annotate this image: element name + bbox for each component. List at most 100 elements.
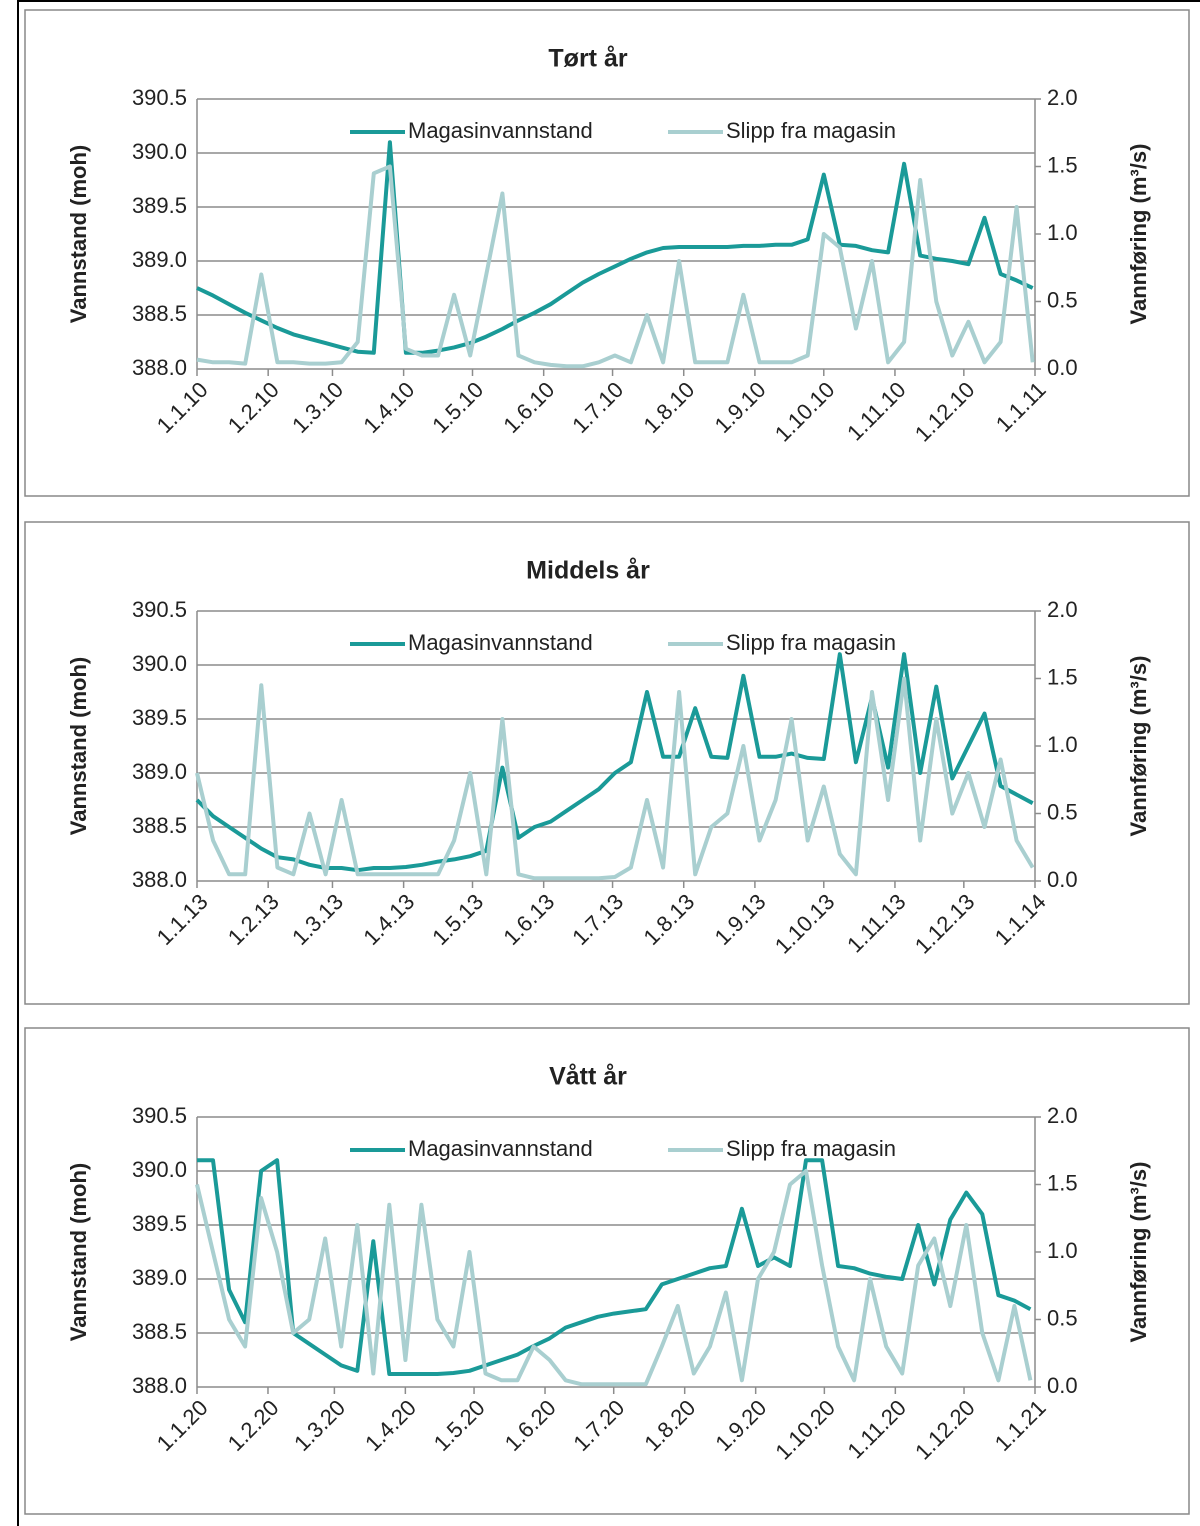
x-tick-label: 1.12.20 xyxy=(910,1395,980,1465)
x-tick-label: 1.8.20 xyxy=(639,1395,700,1456)
x-tick-label: 1.11.20 xyxy=(843,1395,911,1463)
y2-tick-label: 2.0 xyxy=(1047,597,1078,622)
y2-tick-label: 0.0 xyxy=(1047,867,1078,892)
x-tick-label: 1.6.20 xyxy=(500,1395,561,1456)
x-tick-label: 1.7.20 xyxy=(568,1395,629,1456)
y-tick-label: 389.0 xyxy=(132,247,187,272)
y2-tick-label: 2.0 xyxy=(1047,1103,1078,1128)
panel-border xyxy=(24,521,1190,1005)
x-tick-label: 1.6.10 xyxy=(498,377,559,438)
x-tick-label: 1.3.10 xyxy=(287,377,348,438)
x-tick-label: 1.5.13 xyxy=(427,889,488,950)
y-tick-label: 389.5 xyxy=(132,1211,187,1236)
y2-axis-label: Vannføring (m³/s) xyxy=(1126,1162,1151,1343)
chart-panel: Vått år 388.0 388.5 389.0 389.5 390.0 390.5 0.0… xyxy=(24,1027,1190,1515)
x-tick-label: 1.1.14 xyxy=(990,889,1051,950)
series-line xyxy=(195,1169,1033,1387)
y-tick-label: 390.0 xyxy=(132,651,187,676)
series-line xyxy=(195,676,1035,881)
y-tick-label: 389.0 xyxy=(132,759,187,784)
y2-axis-label: Vannføring (m³/s) xyxy=(1126,144,1151,325)
y2-tick-label: 1.5 xyxy=(1047,664,1078,689)
series-line xyxy=(196,140,1034,355)
y-tick-label: 388.5 xyxy=(132,1319,187,1344)
x-tick-label: 1.5.20 xyxy=(429,1395,490,1456)
x-tick-label: 1.5.10 xyxy=(427,377,488,438)
series-line xyxy=(196,164,1035,369)
x-tick-label: 1.10.20 xyxy=(770,1395,840,1465)
x-tick-label: 1.9.10 xyxy=(710,377,771,438)
series-line xyxy=(197,1158,1032,1376)
x-tick-label: 1.2.10 xyxy=(223,377,284,438)
x-tick-label: 1.8.13 xyxy=(638,889,699,950)
x-tick-label: 1.7.10 xyxy=(567,377,628,438)
chart-panel: Middels år 388.0 388.5 389.0 389.5 390.0 390.5… xyxy=(24,521,1190,1005)
legend-label: Magasinvannstand xyxy=(408,118,593,143)
legend-label: Magasinvannstand xyxy=(408,1136,593,1161)
y-tick-label: 390.0 xyxy=(132,1157,187,1182)
y2-tick-label: 2.0 xyxy=(1047,85,1078,110)
x-tick-label: 1.11.13 xyxy=(842,889,910,957)
y-tick-label: 390.5 xyxy=(132,85,187,110)
y-tick-label: 390.0 xyxy=(132,139,187,164)
x-tick-label: 1.6.13 xyxy=(498,889,559,950)
y2-tick-label: 1.5 xyxy=(1047,1170,1078,1195)
x-tick-label: 1.2.20 xyxy=(223,1395,284,1456)
y-axis-label: Vannstand (moh) xyxy=(66,657,91,835)
x-tick-label: 1.9.20 xyxy=(710,1395,771,1456)
x-tick-label: 1.1.11 xyxy=(991,377,1051,437)
y-tick-label: 388.5 xyxy=(132,813,187,838)
x-tick-label: 1.10.10 xyxy=(770,377,840,447)
x-tick-label: 1.7.13 xyxy=(567,889,628,950)
y-tick-label: 388.5 xyxy=(132,301,187,326)
x-tick-label: 1.3.13 xyxy=(287,889,348,950)
x-tick-label: 1.3.20 xyxy=(289,1395,350,1456)
y-tick-label: 388.0 xyxy=(132,867,187,892)
panel-border xyxy=(24,1027,1190,1515)
y2-tick-label: 0.0 xyxy=(1047,1373,1078,1398)
y2-tick-label: 0.5 xyxy=(1047,799,1078,824)
y-axis-label: Vannstand (moh) xyxy=(66,1163,91,1341)
legend-label: Slipp fra magasin xyxy=(726,630,896,655)
x-tick-label: 1.8.10 xyxy=(638,377,699,438)
chart-title: Middels år xyxy=(526,557,650,585)
chart-title: Vått år xyxy=(549,1063,627,1091)
x-tick-label: 1.4.20 xyxy=(360,1395,421,1456)
x-tick-label: 1.1.21 xyxy=(990,1395,1051,1456)
y-tick-label: 388.0 xyxy=(132,1373,187,1398)
y-axis-label: Vannstand (moh) xyxy=(66,145,91,323)
y-tick-label: 388.0 xyxy=(132,355,187,380)
y2-tick-label: 1.0 xyxy=(1047,732,1078,757)
chart-title: Tørt år xyxy=(548,45,627,73)
x-tick-label: 1.9.13 xyxy=(710,889,771,950)
x-tick-label: 1.1.13 xyxy=(152,889,213,950)
y2-tick-label: 0.5 xyxy=(1047,1305,1078,1330)
legend-label: Slipp fra magasin xyxy=(726,1136,896,1161)
y-tick-label: 389.0 xyxy=(132,1265,187,1290)
legend-label: Magasinvannstand xyxy=(408,630,593,655)
x-tick-label: 1.12.13 xyxy=(910,889,980,959)
panel-border xyxy=(24,9,1190,497)
y-tick-label: 389.5 xyxy=(132,193,187,218)
x-tick-label: 1.2.13 xyxy=(223,889,284,950)
y2-tick-label: 1.0 xyxy=(1047,220,1078,245)
x-tick-label: 1.4.10 xyxy=(358,377,419,438)
legend-label: Slipp fra magasin xyxy=(726,118,896,143)
chart-panel: Tørt år 388.0 388.5 389.0 389.5 390.0 390.5 0.0… xyxy=(24,9,1190,497)
y2-tick-label: 0.0 xyxy=(1047,355,1078,380)
y2-tick-label: 1.5 xyxy=(1047,152,1078,177)
x-tick-label: 1.11.10 xyxy=(842,377,910,445)
y2-tick-label: 1.0 xyxy=(1047,1238,1078,1263)
x-tick-label: 1.4.13 xyxy=(358,889,419,950)
y2-axis-label: Vannføring (m³/s) xyxy=(1126,656,1151,837)
y-tick-label: 390.5 xyxy=(132,1103,187,1128)
x-tick-label: 1.1.10 xyxy=(152,377,213,438)
y-tick-label: 389.5 xyxy=(132,705,187,730)
series-line xyxy=(195,652,1034,873)
x-tick-label: 1.1.20 xyxy=(152,1395,213,1456)
y-tick-label: 390.5 xyxy=(132,597,187,622)
x-tick-label: 1.10.13 xyxy=(770,889,840,959)
x-tick-label: 1.12.10 xyxy=(910,377,980,447)
y2-tick-label: 0.5 xyxy=(1047,287,1078,312)
